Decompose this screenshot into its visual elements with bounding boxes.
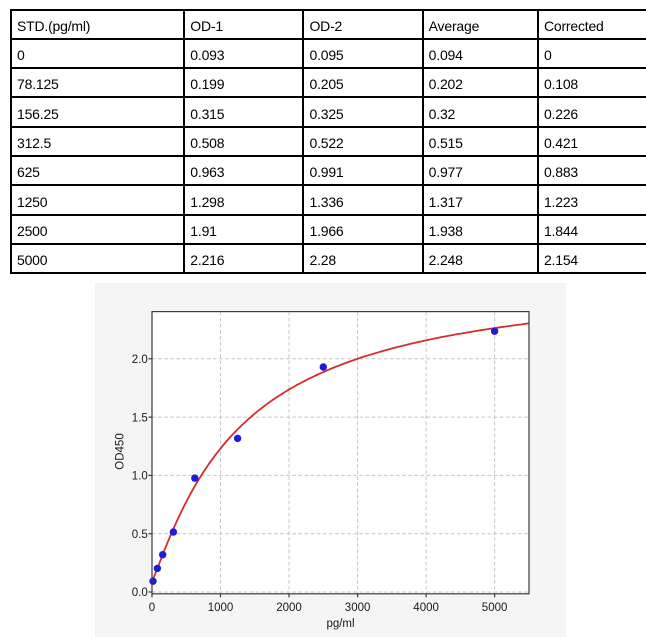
svg-text:0.0: 0.0 [132,587,148,599]
svg-text:pg/ml: pg/ml [327,618,355,630]
svg-text:1000: 1000 [208,602,234,614]
svg-text:0: 0 [149,602,155,614]
svg-text:2.0: 2.0 [132,354,148,366]
svg-text:4000: 4000 [414,602,440,614]
svg-text:1.5: 1.5 [132,412,148,424]
svg-text:5000: 5000 [482,602,508,614]
svg-text:0.5: 0.5 [132,529,148,541]
svg-text:3000: 3000 [345,602,371,614]
svg-text:2000: 2000 [277,602,303,614]
svg-text:OD450: OD450 [115,433,127,469]
svg-text:1.0: 1.0 [132,471,148,483]
